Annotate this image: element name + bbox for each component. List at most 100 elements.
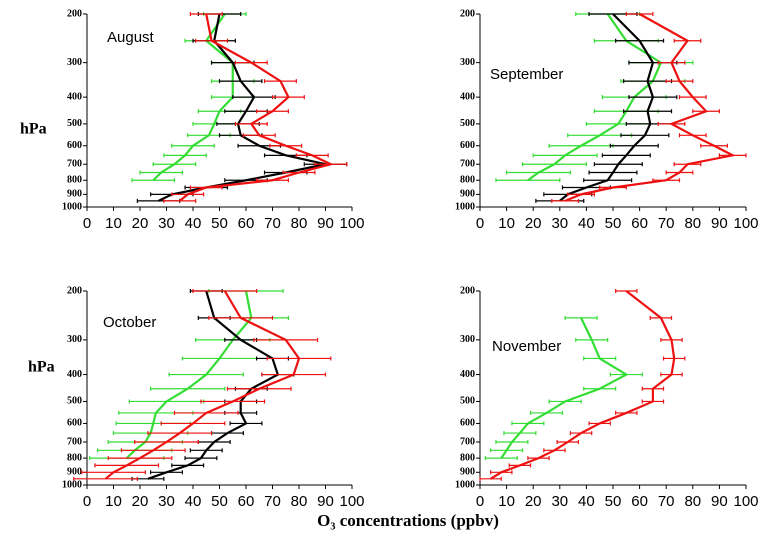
- error-bar: [73, 476, 138, 481]
- profile-line: [559, 13, 655, 202]
- x-tick-label: 70: [658, 215, 675, 232]
- error-bar: [150, 470, 183, 475]
- x-tick-label: 50: [605, 493, 622, 510]
- error-bar: [171, 463, 205, 468]
- y-tick-label: 300: [460, 57, 475, 68]
- y-tick-label: 700: [67, 436, 82, 447]
- x-tick-label: 60: [631, 215, 648, 232]
- error-bar: [588, 421, 611, 426]
- y-tick-label: 500: [460, 118, 475, 129]
- panel-title: November: [492, 338, 561, 355]
- y-tick-label: 400: [460, 91, 475, 102]
- y-tick-label: 800: [460, 452, 475, 463]
- error-bar: [107, 456, 173, 461]
- y-tick-label: 600: [460, 140, 475, 151]
- y-tick-label: 500: [67, 118, 82, 129]
- x-tick-label: 20: [525, 215, 542, 232]
- x-tick-label: 40: [185, 493, 202, 510]
- y-tick-label: 400: [67, 369, 82, 380]
- x-tick-label: 90: [711, 493, 728, 510]
- error-bar: [620, 133, 670, 138]
- panel-title: September: [490, 66, 563, 83]
- y-tick-label: 200: [460, 285, 475, 296]
- error-bar: [210, 431, 244, 436]
- y-tick-label: 700: [67, 159, 82, 170]
- error-bar: [623, 109, 673, 114]
- x-tick-label: 90: [317, 493, 334, 510]
- error-bar: [192, 289, 258, 293]
- y-tick-label: 600: [460, 418, 475, 429]
- error-bar: [660, 337, 683, 342]
- y-tick-label: 800: [460, 175, 475, 186]
- y-tick-label: 200: [67, 8, 82, 19]
- error-bar: [484, 456, 518, 461]
- error-bar: [551, 198, 580, 203]
- error-bar: [282, 170, 316, 175]
- error-bar: [171, 192, 205, 197]
- error-bar: [506, 170, 572, 175]
- error-bar: [543, 448, 566, 453]
- error-bar: [673, 38, 702, 43]
- error-bar: [700, 143, 728, 148]
- x-tick-label: 30: [158, 493, 175, 510]
- y-tick-label: 300: [460, 334, 475, 345]
- error-bar: [615, 410, 638, 415]
- y-tick-label: 500: [460, 396, 475, 407]
- error-bar: [583, 178, 633, 183]
- error-bar: [256, 178, 289, 183]
- error-bar: [208, 315, 274, 320]
- x-tick-label: 0: [476, 493, 484, 510]
- error-bar: [184, 456, 218, 461]
- error-bar: [152, 162, 197, 167]
- y-tick-label: 600: [67, 140, 82, 151]
- y-tick-label: 800: [67, 452, 82, 463]
- profile-line: [490, 290, 676, 480]
- x-tick-label: 40: [578, 215, 595, 232]
- error-bar: [168, 372, 244, 377]
- x-tick-label: 100: [733, 215, 758, 232]
- error-bar: [200, 399, 266, 404]
- x-tick-label: 70: [264, 493, 281, 510]
- x-tick-label: 100: [339, 215, 364, 232]
- x-tick-label: 20: [132, 215, 149, 232]
- x-tick-label: 10: [105, 493, 122, 510]
- error-bar: [163, 198, 197, 203]
- error-bar: [673, 162, 702, 167]
- x-tick-label: 0: [83, 493, 91, 510]
- x-tick-label: 70: [658, 493, 675, 510]
- profile-line: [500, 317, 629, 459]
- error-bar: [256, 109, 289, 114]
- profile-line: [564, 13, 737, 202]
- y-tick-label: 1000: [62, 201, 82, 212]
- error-bar: [495, 440, 529, 445]
- error-bar: [147, 431, 213, 436]
- error-bar: [678, 133, 707, 138]
- error-bar: [657, 121, 686, 126]
- error-bar: [120, 448, 186, 453]
- y-tick-label: 300: [67, 57, 82, 68]
- error-bar: [615, 289, 638, 293]
- y-tick-label: 700: [460, 436, 475, 447]
- x-tick-label: 30: [158, 215, 175, 232]
- error-bar: [134, 440, 199, 445]
- error-bar: [81, 470, 146, 475]
- error-bar: [189, 448, 223, 453]
- y-tick-label: 200: [460, 8, 475, 19]
- error-bar: [226, 386, 292, 391]
- error-bar: [649, 315, 673, 320]
- y-tick-label: 400: [460, 369, 475, 380]
- error-bar: [490, 448, 524, 453]
- error-bar: [567, 192, 595, 197]
- profile-line: [147, 290, 280, 480]
- y-tick-label: 300: [67, 334, 82, 345]
- x-tick-label: 80: [291, 493, 308, 510]
- error-bar: [556, 440, 580, 445]
- x-tick-label: 30: [551, 215, 568, 232]
- profile-line: [158, 13, 326, 202]
- error-bar: [583, 386, 617, 391]
- error-bar: [601, 153, 651, 158]
- panel-title: October: [103, 314, 156, 331]
- x-tick-label: 80: [684, 493, 701, 510]
- x-axis-label: O₃ concentrations (ppbv): [317, 511, 499, 530]
- error-bar: [692, 109, 720, 114]
